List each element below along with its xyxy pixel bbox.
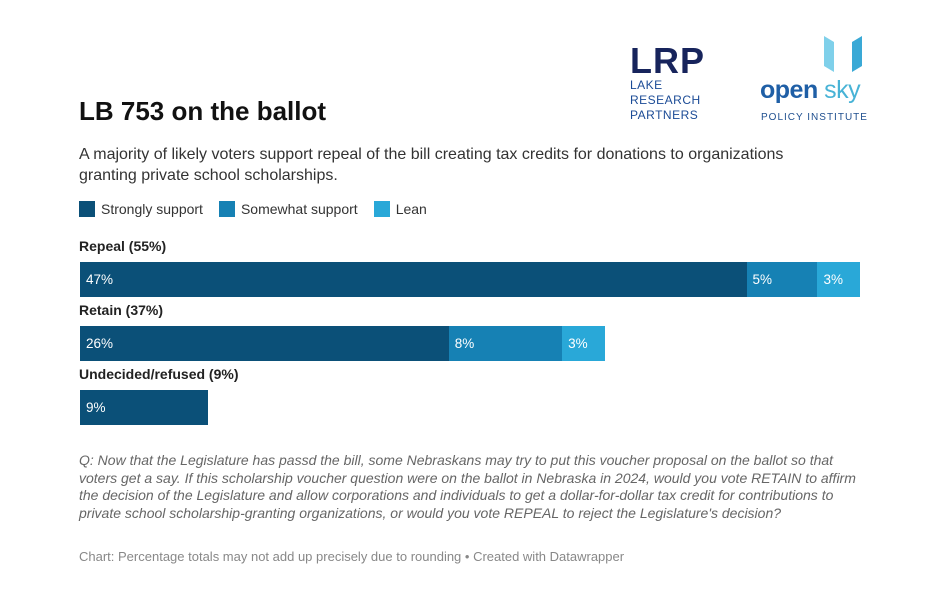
survey-question: Q: Now that the Legislature has passd th… [79,452,856,521]
legend-swatch-strong [79,201,95,217]
legend-item-lean: Lean [373,201,427,217]
bar-segment-retain-somewhat: 8% [448,326,563,361]
lrp-line-2: RESEARCH [630,93,701,107]
bar-segment-retain-strong: 26% [80,326,449,361]
open-sky-wordmark: open sky [760,76,861,105]
legend-item-strong: Strongly support [79,201,203,217]
chart-notes: Chart: Percentage totals may not add up … [79,549,625,564]
open-sky-logo: open sky POLICY INSTITUTE [760,34,870,126]
legend-label-strong: Strongly support [101,201,203,217]
bar-segment-repeal-somewhat: 5% [746,262,818,297]
bar-segment-retain-lean: 3% [562,326,605,361]
bar-segment-repeal-strong: 47% [80,262,747,297]
lrp-line-3: PARTNERS [630,108,699,122]
open-sky-word-sky: sky [824,76,861,104]
bar-segment-repeal-lean: 3% [817,262,860,297]
bar-undecided: 9% [80,390,208,425]
row-label-repeal: Repeal (55%) [79,238,167,254]
lrp-line-1: LAKE [630,78,663,92]
legend-label-somewhat: Somewhat support [240,201,358,217]
bar-repeal: 47% 5% 3% [80,262,860,297]
row-label-retain: Retain (37%) [79,302,164,318]
open-sky-tagline: POLICY INSTITUTE [761,112,868,123]
chart-subtitle: A majority of likely voters support repe… [79,146,784,184]
bar-segment-undecided-strong: 9% [80,390,208,425]
open-sky-word-open: open [760,76,818,104]
row-label-undecided: Undecided/refused (9%) [79,366,239,382]
chart-legend: Strongly support Somewhat support Lean [79,201,427,217]
open-sky-mark-icon [824,36,862,72]
chart-title: LB 753 on the ballot [79,96,327,126]
legend-label-lean: Lean [395,201,427,217]
lrp-logo: LRP LAKE RESEARCH PARTNERS [630,40,705,123]
bar-retain: 26% 8% 3% [80,326,605,361]
legend-item-somewhat: Somewhat support [218,201,358,217]
legend-swatch-somewhat [218,201,235,217]
legend-swatch-lean [373,201,390,217]
lrp-mark: LRP [630,40,705,81]
